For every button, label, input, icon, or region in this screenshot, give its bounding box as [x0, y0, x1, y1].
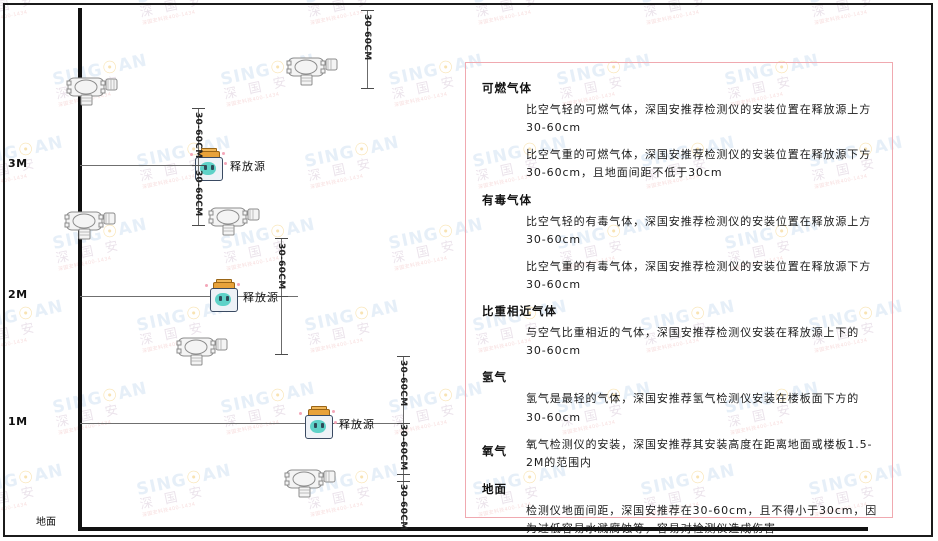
gas-detector-icon [66, 66, 122, 112]
level-line-2m [80, 296, 210, 297]
dimension-cap [192, 108, 205, 109]
panel-section-heading: 可燃气体 [482, 81, 532, 95]
release-source-label: 释放源 [243, 291, 279, 304]
panel-section-paragraph: 比空气轻的可燃气体，深国安推荐检测仪的安装位置在释放源上方30-60cm [526, 103, 872, 135]
dimension-label: 30-60CM [398, 360, 408, 407]
panel-section: 有毒气体比空气轻的有毒气体，深国安推荐检测仪的安装位置在释放源上方30-60cm… [480, 192, 878, 295]
dimension-label: 30-60CM [398, 424, 408, 471]
axis-tick-1m: 1M [8, 415, 28, 428]
dimension-label: 30-60CM [398, 484, 408, 531]
panel-section-heading: 地面 [482, 481, 507, 496]
panel-section-paragraph: 与空气比重相近的气体，深国安推荐检测仪安装在释放源上下的30-60cm [526, 326, 860, 358]
axis-tick-2m: 2M [8, 288, 28, 301]
ground-line [78, 527, 868, 531]
dimension-label: 30-60CM [362, 14, 372, 61]
release-source-icon [299, 406, 337, 439]
lead-line-2m [236, 296, 298, 297]
panel-section-paragraph: 氧气检测仪的安装，深国安推荐其安装高度在距离地面或楼板1.5-2M的范围内 [526, 437, 873, 469]
dimension-cap [275, 354, 288, 355]
panel-section-paragraph: 检测仪地面间距，深国安推荐在30-60cm，且不得小于30cm，因为过低容易水溅… [526, 503, 878, 536]
dimension-cap [275, 296, 288, 297]
panel-section-heading: 氢气 [482, 370, 507, 385]
panel-section-heading: 氧气 [482, 443, 507, 458]
panel-section: 氧气 氧气检测仪的安装，深国安推荐其安装高度在距离地面或楼板1.5-2M的范围内 [480, 436, 878, 472]
dimension-cap [397, 481, 410, 482]
release-source-label: 释放源 [339, 418, 375, 431]
panel-section: 氢气氢气是最轻的气体，深国安推荐氢气检测仪安装在楼板面下方的30-60cm [480, 369, 878, 426]
gas-detector-icon [208, 196, 264, 242]
dimension-line [198, 108, 199, 225]
dimension-cap [397, 356, 410, 357]
dimension-cap [192, 165, 205, 166]
vertical-axis [78, 8, 82, 531]
axis-tick-3m: 3M [8, 157, 28, 170]
dimension-cap [397, 474, 410, 475]
gas-detector-icon [286, 46, 342, 92]
dimension-label: 30-60CM [193, 112, 203, 159]
panel-section: 比重相近气体与空气比重相近的气体，深国安推荐检测仪安装在释放源上下的30-60c… [480, 303, 878, 360]
level-line-1m [80, 423, 305, 424]
panel-section-heading: 比重相近气体 [482, 304, 557, 319]
dimension-label: 30-60CM [276, 243, 286, 290]
outer-frame [3, 3, 933, 537]
panel-section: 地面检测仪地面间距，深国安推荐在30-60cm，且不得小于30cm，因为过低容易… [480, 481, 878, 538]
panel-section-paragraph: 比空气重的有毒气体，深国安推荐检测仪的安装位置在释放源下方30-60cm [526, 259, 872, 291]
gas-detector-icon [176, 326, 232, 372]
dimension-line [367, 10, 368, 88]
release-source-label: 释放源 [230, 160, 266, 173]
dimension-cap [275, 238, 288, 239]
dimension-cap [397, 423, 410, 424]
panel-section-paragraph: 比空气重的可燃气体，深国安推荐检测仪的安装位置在释放源下方30-60cm，且地面… [526, 148, 872, 180]
dimension-cap [361, 88, 374, 89]
dimension-label: 30-60CM [193, 170, 203, 217]
gas-detector-icon [64, 200, 120, 246]
panel-section-heading: 有毒气体 [482, 192, 532, 207]
gas-detector-icon [284, 458, 340, 504]
lead-line-1m [332, 423, 402, 424]
dimension-cap [192, 225, 205, 226]
panel-section-paragraph: 氢气是最轻的气体，深国安推荐氢气检测仪安装在楼板面下方的30-60cm [526, 392, 860, 424]
level-line-3m [80, 165, 192, 166]
ground-label: 地面 [36, 517, 56, 528]
panel-section-paragraph: 比空气轻的有毒气体，深国安推荐检测仪的安装位置在释放源上方30-60cm [526, 214, 872, 246]
dimension-line [403, 356, 404, 527]
info-panel: 可燃气体比空气轻的可燃气体，深国安推荐检测仪的安装位置在释放源上方30-60cm… [465, 62, 893, 535]
panel-section: 可燃气体比空气轻的可燃气体，深国安推荐检测仪的安装位置在释放源上方30-60cm… [480, 80, 878, 183]
release-source-icon [205, 279, 240, 312]
dimension-cap [361, 10, 374, 11]
